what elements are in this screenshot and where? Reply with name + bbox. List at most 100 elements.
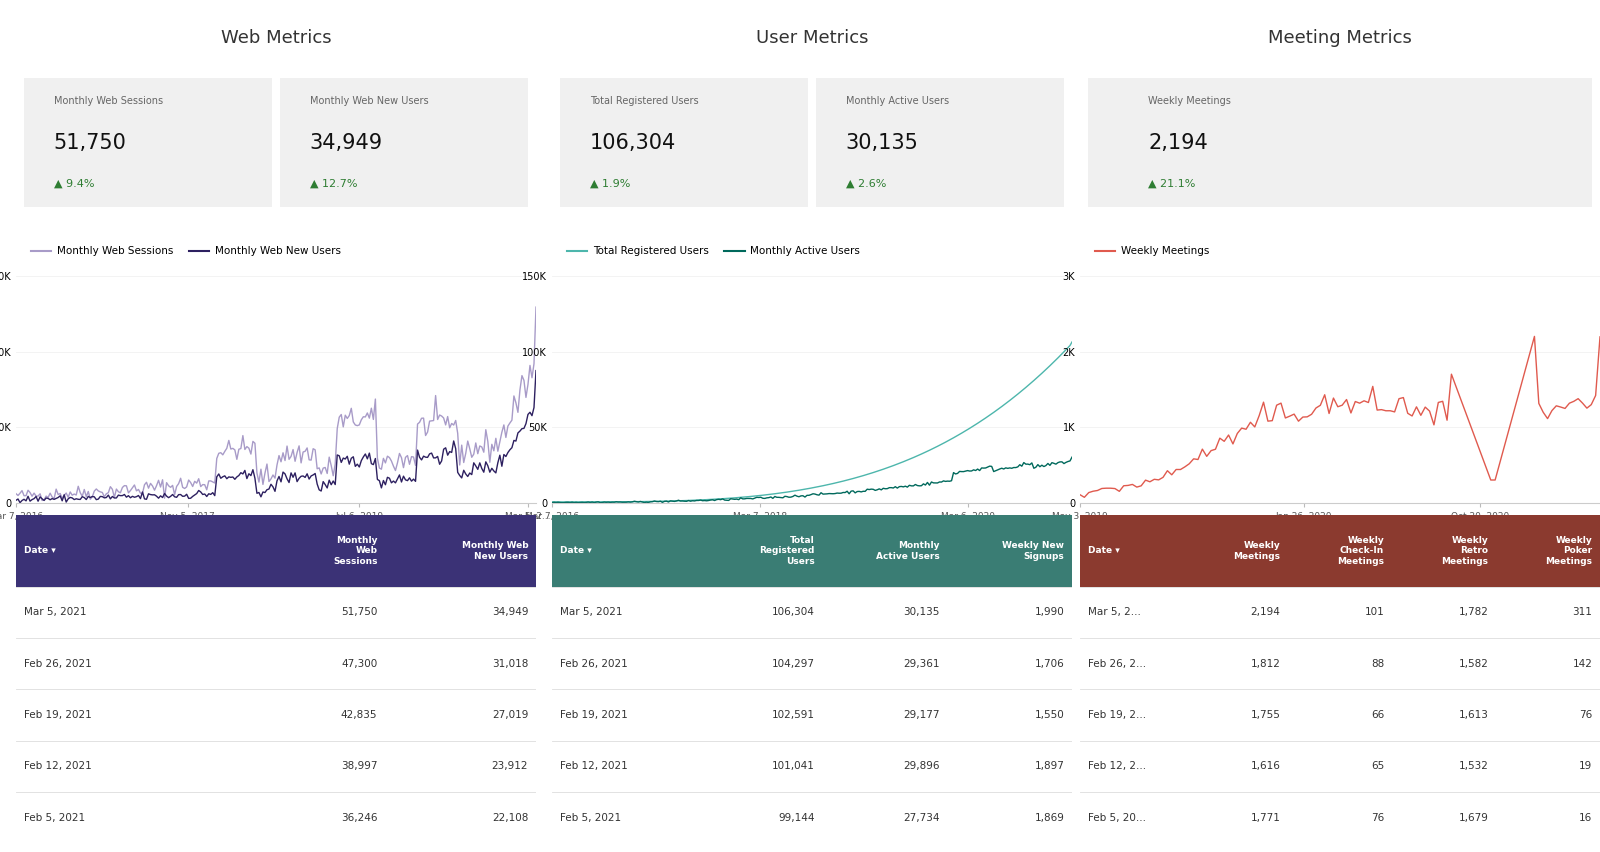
Text: 1,550: 1,550 (1035, 710, 1064, 720)
Text: 311: 311 (1573, 607, 1592, 617)
Text: 1,897: 1,897 (1034, 762, 1064, 771)
Text: 101,041: 101,041 (771, 762, 814, 771)
Text: Monthly
Web
Sessions: Monthly Web Sessions (333, 536, 378, 566)
Text: 76: 76 (1579, 710, 1592, 720)
Text: Total
Registered
Users: Total Registered Users (760, 536, 814, 566)
Text: Monthly Web Sessions: Monthly Web Sessions (53, 96, 163, 106)
Text: ▲ 2.6%: ▲ 2.6% (846, 179, 886, 189)
Text: 1,755: 1,755 (1250, 710, 1280, 720)
Text: 1,706: 1,706 (1035, 659, 1064, 669)
Text: Weekly
Poker
Meetings: Weekly Poker Meetings (1546, 536, 1592, 566)
Text: 142: 142 (1573, 659, 1592, 669)
Text: Feb 12, 2...: Feb 12, 2... (1088, 762, 1146, 771)
Text: 66: 66 (1371, 710, 1384, 720)
Text: 27,734: 27,734 (902, 813, 939, 823)
Text: 88: 88 (1371, 659, 1384, 669)
Text: Feb 26, 2021: Feb 26, 2021 (560, 659, 627, 669)
Text: 2,194: 2,194 (1149, 133, 1208, 153)
Text: ▲ 12.7%: ▲ 12.7% (310, 179, 357, 189)
Text: 102,591: 102,591 (771, 710, 814, 720)
Text: 19: 19 (1579, 762, 1592, 771)
Text: Feb 19, 2021: Feb 19, 2021 (560, 710, 627, 720)
Legend: Monthly Web Sessions, Monthly Web New Users: Monthly Web Sessions, Monthly Web New Us… (27, 242, 346, 261)
Text: 16: 16 (1579, 813, 1592, 823)
Text: Monthly Active Users: Monthly Active Users (846, 96, 949, 106)
Text: Date ▾: Date ▾ (560, 546, 592, 556)
Text: 30,135: 30,135 (846, 133, 918, 153)
Text: 1,771: 1,771 (1250, 813, 1280, 823)
Text: 23,912: 23,912 (491, 762, 528, 771)
Text: User Metrics: User Metrics (755, 29, 869, 48)
Text: 76: 76 (1371, 813, 1384, 823)
Text: 2,194: 2,194 (1250, 607, 1280, 617)
Text: Date ▾: Date ▾ (1088, 546, 1120, 556)
Text: Total Registered Users: Total Registered Users (589, 96, 698, 106)
Text: 36,246: 36,246 (341, 813, 378, 823)
Text: 31,018: 31,018 (491, 659, 528, 669)
Text: 34,949: 34,949 (310, 133, 382, 153)
Text: 51,750: 51,750 (53, 133, 126, 153)
Text: Feb 26, 2...: Feb 26, 2... (1088, 659, 1146, 669)
FancyBboxPatch shape (816, 78, 1064, 207)
Text: Weekly New
Signups: Weekly New Signups (1002, 541, 1064, 561)
Text: Feb 12, 2021: Feb 12, 2021 (560, 762, 627, 771)
Text: 29,896: 29,896 (902, 762, 939, 771)
Text: 29,177: 29,177 (902, 710, 939, 720)
Text: Web Metrics: Web Metrics (221, 29, 331, 48)
Text: Meeting Metrics: Meeting Metrics (1269, 29, 1411, 48)
Bar (16, 515, 536, 586)
Text: 1,782: 1,782 (1458, 607, 1488, 617)
Text: Feb 26, 2021: Feb 26, 2021 (24, 659, 91, 669)
Legend: Weekly Meetings: Weekly Meetings (1091, 242, 1213, 261)
Text: Mar 5, 2021: Mar 5, 2021 (24, 607, 86, 617)
Text: Feb 5, 2021: Feb 5, 2021 (24, 813, 85, 823)
Text: Mar 5, 2021: Mar 5, 2021 (560, 607, 622, 617)
Text: Monthly
Active Users: Monthly Active Users (875, 541, 939, 561)
Text: 38,997: 38,997 (341, 762, 378, 771)
Text: 1,532: 1,532 (1458, 762, 1488, 771)
FancyBboxPatch shape (280, 78, 528, 207)
Text: 29,361: 29,361 (902, 659, 939, 669)
FancyBboxPatch shape (560, 78, 808, 207)
FancyBboxPatch shape (24, 78, 272, 207)
Text: Weekly
Check-In
Meetings: Weekly Check-In Meetings (1338, 536, 1384, 566)
Text: 106,304: 106,304 (771, 607, 814, 617)
Bar (552, 515, 1072, 586)
Text: 104,297: 104,297 (771, 659, 814, 669)
Text: ▲ 1.9%: ▲ 1.9% (589, 179, 630, 189)
Text: 99,144: 99,144 (778, 813, 814, 823)
Text: Weekly
Meetings: Weekly Meetings (1234, 541, 1280, 561)
Text: 51,750: 51,750 (341, 607, 378, 617)
Bar (1080, 515, 1600, 586)
Text: ▲ 9.4%: ▲ 9.4% (53, 179, 94, 189)
Text: Weekly
Retro
Meetings: Weekly Retro Meetings (1442, 536, 1488, 566)
FancyBboxPatch shape (1088, 78, 1592, 207)
Text: 30,135: 30,135 (902, 607, 939, 617)
Text: 42,835: 42,835 (341, 710, 378, 720)
Text: 101: 101 (1365, 607, 1384, 617)
Text: 34,949: 34,949 (491, 607, 528, 617)
Text: 1,812: 1,812 (1250, 659, 1280, 669)
Legend: Total Registered Users, Monthly Active Users: Total Registered Users, Monthly Active U… (563, 242, 864, 261)
Text: 27,019: 27,019 (491, 710, 528, 720)
Text: 1,616: 1,616 (1250, 762, 1280, 771)
Text: Feb 5, 20...: Feb 5, 20... (1088, 813, 1146, 823)
Text: Feb 12, 2021: Feb 12, 2021 (24, 762, 91, 771)
Text: 1,582: 1,582 (1458, 659, 1488, 669)
Text: 1,613: 1,613 (1458, 710, 1488, 720)
Text: Feb 5, 2021: Feb 5, 2021 (560, 813, 621, 823)
Text: Feb 19, 2021: Feb 19, 2021 (24, 710, 91, 720)
Text: Weekly Meetings: Weekly Meetings (1149, 96, 1232, 106)
Text: 1,679: 1,679 (1458, 813, 1488, 823)
Text: ▲ 21.1%: ▲ 21.1% (1149, 179, 1195, 189)
Text: 1,990: 1,990 (1035, 607, 1064, 617)
Text: Monthly Web
New Users: Monthly Web New Users (461, 541, 528, 561)
Text: 65: 65 (1371, 762, 1384, 771)
Text: 106,304: 106,304 (589, 133, 675, 153)
Text: Monthly Web New Users: Monthly Web New Users (310, 96, 429, 106)
Text: 1,869: 1,869 (1034, 813, 1064, 823)
Text: Feb 19, 2...: Feb 19, 2... (1088, 710, 1146, 720)
Text: 22,108: 22,108 (491, 813, 528, 823)
Text: Mar 5, 2...: Mar 5, 2... (1088, 607, 1141, 617)
Text: 47,300: 47,300 (341, 659, 378, 669)
